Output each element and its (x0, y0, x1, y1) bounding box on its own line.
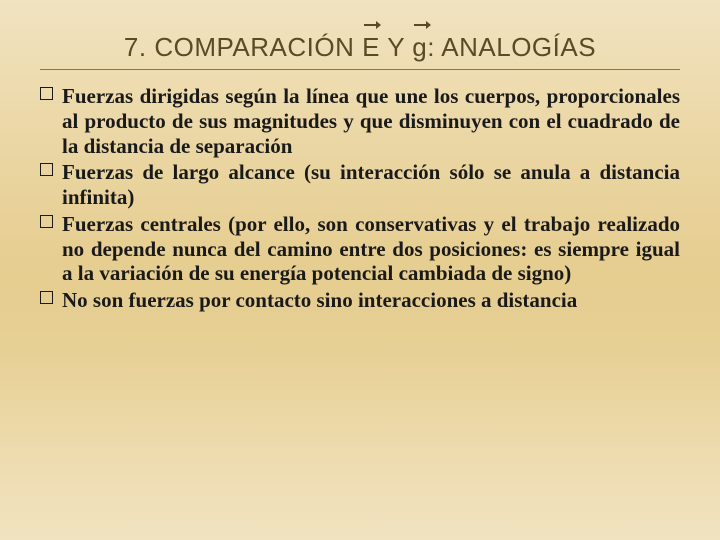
square-bullet-icon (40, 291, 53, 304)
title-prefix: 7. COMPARACIÓN (124, 32, 362, 62)
list-item: Fuerzas dirigidas según la línea que une… (40, 84, 680, 158)
item-text: Fuerzas dirigidas según la línea que une… (62, 84, 680, 158)
item-text: Fuerzas centrales (por ello, son conserv… (62, 212, 680, 286)
slide-title: 7. COMPARACIÓN E Y g: ANALOGÍAS (124, 32, 596, 65)
list-item: No son fuerzas por contacto sino interac… (40, 288, 680, 313)
body-text: Fuerzas dirigidas según la línea que une… (40, 84, 680, 313)
list-item: Fuerzas de largo alcance (su interacción… (40, 160, 680, 210)
square-bullet-icon (40, 215, 53, 228)
title-suffix: : ANALOGÍAS (427, 32, 596, 62)
square-bullet-icon (40, 87, 53, 100)
item-text: Fuerzas de largo alcance (su interacción… (62, 160, 680, 209)
vector-e: E (362, 32, 380, 63)
list-item: Fuerzas centrales (por ello, son conserv… (40, 212, 680, 286)
title-underline (40, 69, 680, 70)
vector-g: g (412, 32, 427, 63)
square-bullet-icon (40, 163, 53, 176)
item-text: No son fuerzas por contacto sino interac… (62, 288, 577, 312)
slide: 7. COMPARACIÓN E Y g: ANALOGÍAS Fuerzas … (0, 0, 720, 540)
title-mid: Y (380, 32, 412, 62)
title-container: 7. COMPARACIÓN E Y g: ANALOGÍAS (40, 32, 680, 70)
